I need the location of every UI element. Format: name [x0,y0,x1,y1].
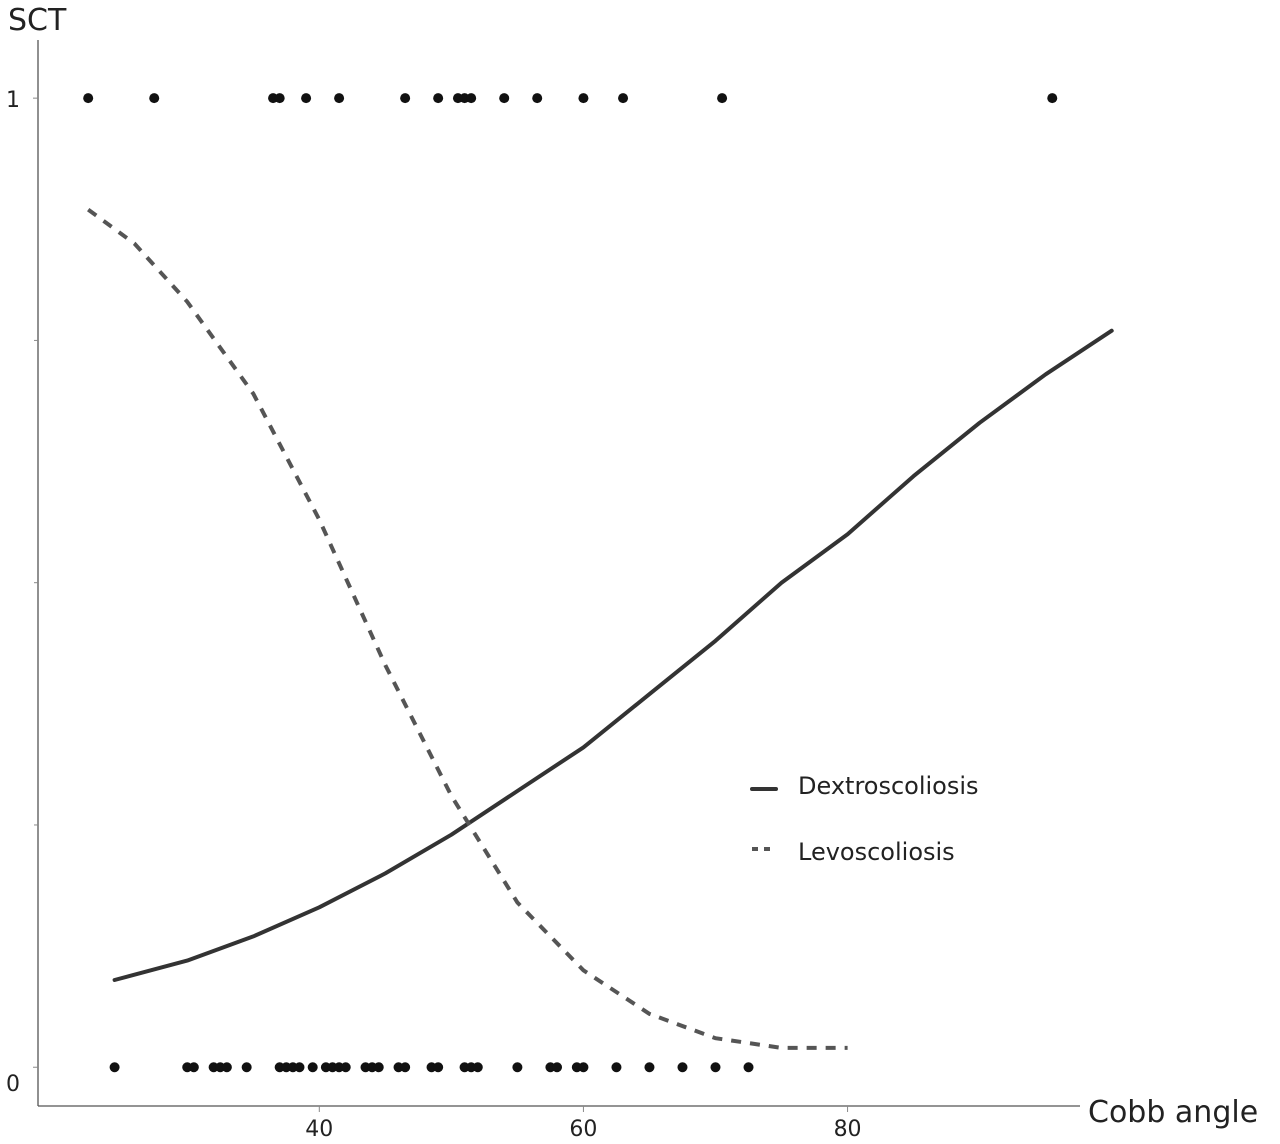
observation-point-y1 [578,93,589,104]
observation-point-y0 [578,1062,589,1073]
observation-points [83,93,1058,1073]
observation-point-y0 [340,1062,351,1073]
observation-point-y1 [400,93,411,104]
observation-point-y0 [188,1062,199,1073]
legend-label-dextroscoliosis: Dextroscoliosis [798,772,979,800]
y-axis-label: SCT [8,3,67,38]
observation-point-y1 [717,93,728,104]
observation-point-y1 [433,93,444,104]
observation-point-y0 [677,1062,688,1073]
observation-point-y1 [274,93,285,104]
observation-point-y1 [149,93,160,104]
observation-point-y0 [109,1062,120,1073]
x-tick-label: 40 [305,1117,333,1142]
observation-point-y0 [221,1062,232,1073]
y-axis-ticks: 01 [6,88,38,1097]
observation-point-y0 [644,1062,655,1073]
y-tick-label: 0 [6,1072,20,1097]
observation-point-y0 [400,1062,411,1073]
x-tick-label: 80 [834,1117,862,1142]
y-tick-label: 1 [6,88,20,113]
observation-point-y1 [334,93,345,104]
observation-point-y0 [433,1062,444,1073]
observation-point-y0 [743,1062,754,1073]
series-dextroscoliosis-line [112,328,1114,982]
observation-point-y1 [466,93,477,104]
legend: Dextroscoliosis Levoscoliosis [750,772,979,866]
x-axis-label: Cobb angle [1088,1095,1258,1130]
observation-point-y1 [83,93,94,104]
observation-point-y0 [294,1062,305,1073]
axes [37,40,1080,1107]
observation-point-y1 [532,93,543,104]
observation-point-y0 [710,1062,721,1073]
observation-point-y1 [499,93,510,104]
series-levoscoliosis-line [87,207,848,1050]
observation-point-y0 [611,1062,622,1073]
observation-point-y0 [472,1062,483,1073]
observation-point-y1 [301,93,312,104]
observation-point-y1 [618,93,629,104]
x-axis-ticks: 40 60 80 [305,1106,862,1142]
x-tick-label: 60 [569,1117,597,1142]
observation-point-y1 [1047,93,1058,104]
observation-point-y0 [512,1062,523,1073]
observation-point-y0 [552,1062,563,1073]
observation-point-y0 [241,1062,252,1073]
observation-point-y0 [307,1062,318,1073]
plot-curves [87,207,1114,1050]
legend-label-levoscoliosis: Levoscoliosis [798,838,955,866]
observation-point-y0 [373,1062,384,1073]
